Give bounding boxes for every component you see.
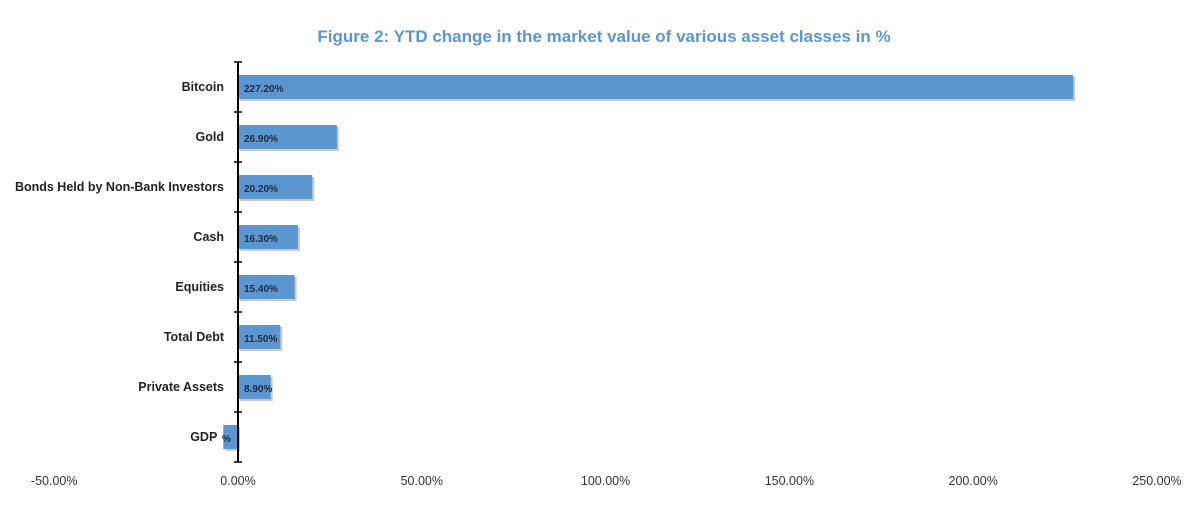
data-label: 20.20% [244,184,278,195]
data-label: 227.20% [244,84,284,95]
data-label: 8.90% [244,384,272,395]
bar [238,375,271,399]
category-label: Bitcoin [182,80,224,94]
bar [223,425,238,449]
data-label: 11.50% [244,334,277,345]
category-label: Cash [193,230,224,244]
data-label: 15.40% [244,284,278,295]
data-label: 26.90% [244,134,278,145]
category-label: Total Debt [164,330,225,344]
bar [238,325,281,349]
data-label: 16.30% [244,234,278,245]
x-tick-label: 50.00% [401,474,443,488]
category-label: Bonds Held by Non-Bank Investors [15,180,224,194]
category-label: Equities [175,280,224,294]
x-tick-label: 100.00% [581,474,630,488]
data-label: % [222,434,231,445]
x-tick-label: 150.00% [765,474,814,488]
chart-title: Figure 2: YTD change in the market value… [317,27,890,46]
bar [238,75,1074,99]
bar [238,125,337,149]
x-tick-label: 0.00% [220,474,255,488]
bar [238,175,313,199]
bar [238,225,298,249]
x-tick-label: 250.00% [1132,474,1181,488]
category-label: Private Assets [138,380,224,394]
category-label: Gold [196,130,224,144]
x-tick-label: 200.00% [949,474,998,488]
x-tick-label: -50.00% [31,474,78,488]
bar [238,275,295,299]
category-label: GDP [190,430,217,444]
